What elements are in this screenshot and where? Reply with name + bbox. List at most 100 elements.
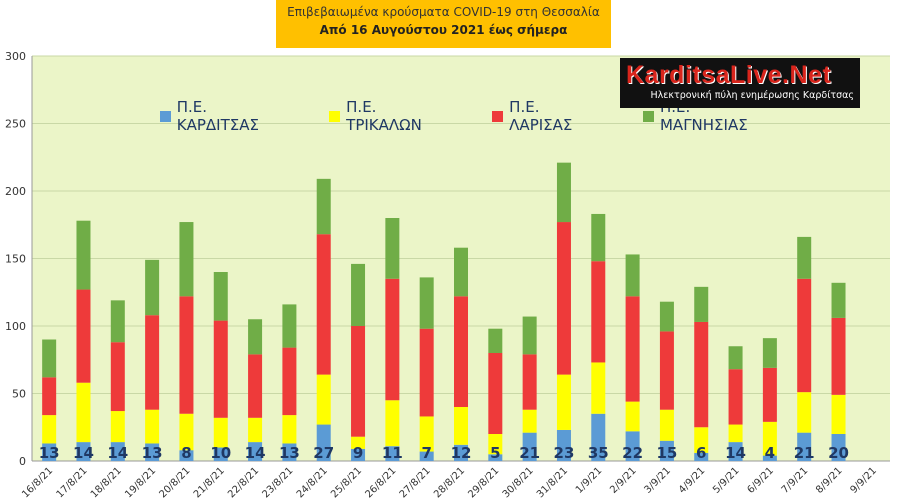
bar-segment-magnisia	[625, 254, 640, 297]
bar-segment-trikala	[248, 417, 263, 443]
x-tick-label: 24/8/21	[295, 465, 330, 500]
bar-segment-magnisia	[248, 319, 263, 355]
x-tick-label: 5/9/21	[711, 465, 742, 496]
data-label: 11	[382, 444, 403, 462]
x-tick-label: 20/8/21	[158, 465, 193, 500]
bar-segment-trikala	[694, 427, 709, 453]
legend-label-karditsa: Π.Ε. ΚΑΡΔΙΤΣΑΣ	[176, 98, 259, 134]
bar-segment-magnisia	[419, 277, 434, 329]
data-label: 14	[245, 444, 266, 462]
bar-segment-magnisia	[454, 247, 468, 297]
legend-item-karditsa: Π.Ε. ΚΑΡΔΙΤΣΑΣ	[160, 98, 291, 134]
x-tick-label: 19/8/21	[123, 465, 158, 500]
bar-segment-trikala	[762, 421, 777, 456]
bar-segment-larisa	[659, 331, 674, 410]
bar-segment-larisa	[728, 369, 743, 425]
bar-segment-larisa	[316, 234, 331, 375]
data-label: 4	[765, 444, 775, 462]
x-tick-label: 17/8/21	[55, 465, 90, 500]
data-label: 23	[554, 444, 575, 462]
bar-segment-larisa	[42, 377, 57, 416]
bar-segment-karditsa	[797, 432, 812, 461]
data-label: 13	[142, 444, 163, 462]
legend-swatch-magnisia	[643, 110, 654, 122]
x-tick-label: 31/8/21	[535, 465, 570, 500]
x-tick-label: 22/8/21	[226, 465, 261, 500]
bar-segment-magnisia	[762, 338, 777, 368]
bar-segment-trikala	[488, 434, 503, 455]
bar-segment-magnisia	[659, 301, 674, 332]
bar-segment-larisa	[556, 222, 571, 375]
bar-segment-trikala	[454, 407, 468, 445]
bar-segment-magnisia	[179, 222, 194, 297]
bar-segment-trikala	[282, 415, 297, 444]
legend-swatch-trikala	[329, 110, 341, 122]
bar-segment-larisa	[797, 278, 812, 393]
bar-segment-magnisia	[522, 316, 537, 355]
bar-segment-larisa	[110, 342, 125, 412]
x-tick-label: 23/8/21	[260, 465, 295, 500]
bar-segment-magnisia	[385, 218, 400, 279]
y-tick-label: 0	[19, 455, 26, 468]
x-tick-label: 27/8/21	[398, 465, 433, 500]
bar-segment-magnisia	[351, 263, 366, 326]
bar-segment-larisa	[694, 321, 709, 428]
bar-segment-karditsa	[591, 413, 606, 461]
bar-segment-larisa	[76, 289, 91, 383]
data-label: 14	[107, 444, 128, 462]
x-tick-label: 3/9/21	[643, 465, 674, 496]
bar-segment-larisa	[522, 354, 537, 410]
data-label: 8	[181, 444, 191, 462]
bar-segment-magnisia	[556, 162, 571, 223]
bar-segment-karditsa	[351, 448, 366, 461]
data-label: 13	[279, 444, 300, 462]
bar-segment-karditsa	[316, 424, 331, 461]
data-label: 21	[519, 444, 540, 462]
data-label: 9	[353, 444, 363, 462]
data-label: 7	[421, 444, 431, 462]
x-tick-label: 18/8/21	[89, 465, 124, 500]
data-label: 10	[210, 444, 231, 462]
x-tick-label: 16/8/21	[20, 465, 55, 500]
bar-segment-trikala	[42, 415, 57, 444]
bar-segment-trikala	[831, 394, 846, 434]
bar-segment-karditsa	[522, 432, 537, 461]
x-tick-label: 8/9/21	[814, 465, 845, 496]
bar-segment-karditsa	[42, 443, 57, 461]
bar-segment-trikala	[110, 411, 125, 443]
x-tick-label: 9/9/21	[848, 465, 879, 496]
y-tick-label: 150	[5, 253, 26, 266]
data-label: 21	[794, 444, 815, 462]
bar-segment-larisa	[831, 317, 846, 395]
bar-segment-trikala	[591, 362, 606, 414]
bar-segment-trikala	[522, 409, 537, 433]
y-tick-label: 300	[5, 50, 26, 63]
bar-segment-magnisia	[145, 259, 160, 316]
bar-segment-larisa	[762, 367, 777, 422]
data-label: 14	[725, 444, 746, 462]
bar-segment-trikala	[213, 417, 228, 448]
bar-segment-karditsa	[625, 431, 640, 461]
data-label: 22	[622, 444, 643, 462]
data-label: 15	[656, 444, 677, 462]
bar-segment-karditsa	[694, 452, 709, 461]
bar-segment-trikala	[76, 382, 91, 443]
logo-tagline: Ηλεκτρονική πύλη ενημέρωσης Καρδίτσας	[650, 90, 855, 101]
karditsalive-logo[interactable]: KarditsaLive.Net Ηλεκτρονική πύλη ενημέρ…	[620, 58, 860, 108]
data-label: 27	[313, 444, 334, 462]
chart-title-box: Επιβεβαιωμένα κρούσματα COVID-19 στη Θεσ…	[276, 0, 611, 48]
bar-segment-larisa	[213, 320, 228, 418]
bar-segment-trikala	[659, 409, 674, 441]
x-tick-label: 28/8/21	[432, 465, 467, 500]
bar-segment-magnisia	[282, 304, 297, 348]
y-tick-label: 200	[5, 185, 26, 198]
bar-segment-magnisia	[797, 236, 812, 279]
bar-segment-larisa	[591, 261, 606, 363]
bar-segment-magnisia	[76, 220, 91, 290]
bar-segment-magnisia	[316, 178, 331, 235]
bar-segment-karditsa	[248, 442, 263, 461]
data-label: 14	[73, 444, 94, 462]
bar-segment-trikala	[316, 374, 331, 425]
bar-segment-karditsa	[213, 447, 228, 461]
